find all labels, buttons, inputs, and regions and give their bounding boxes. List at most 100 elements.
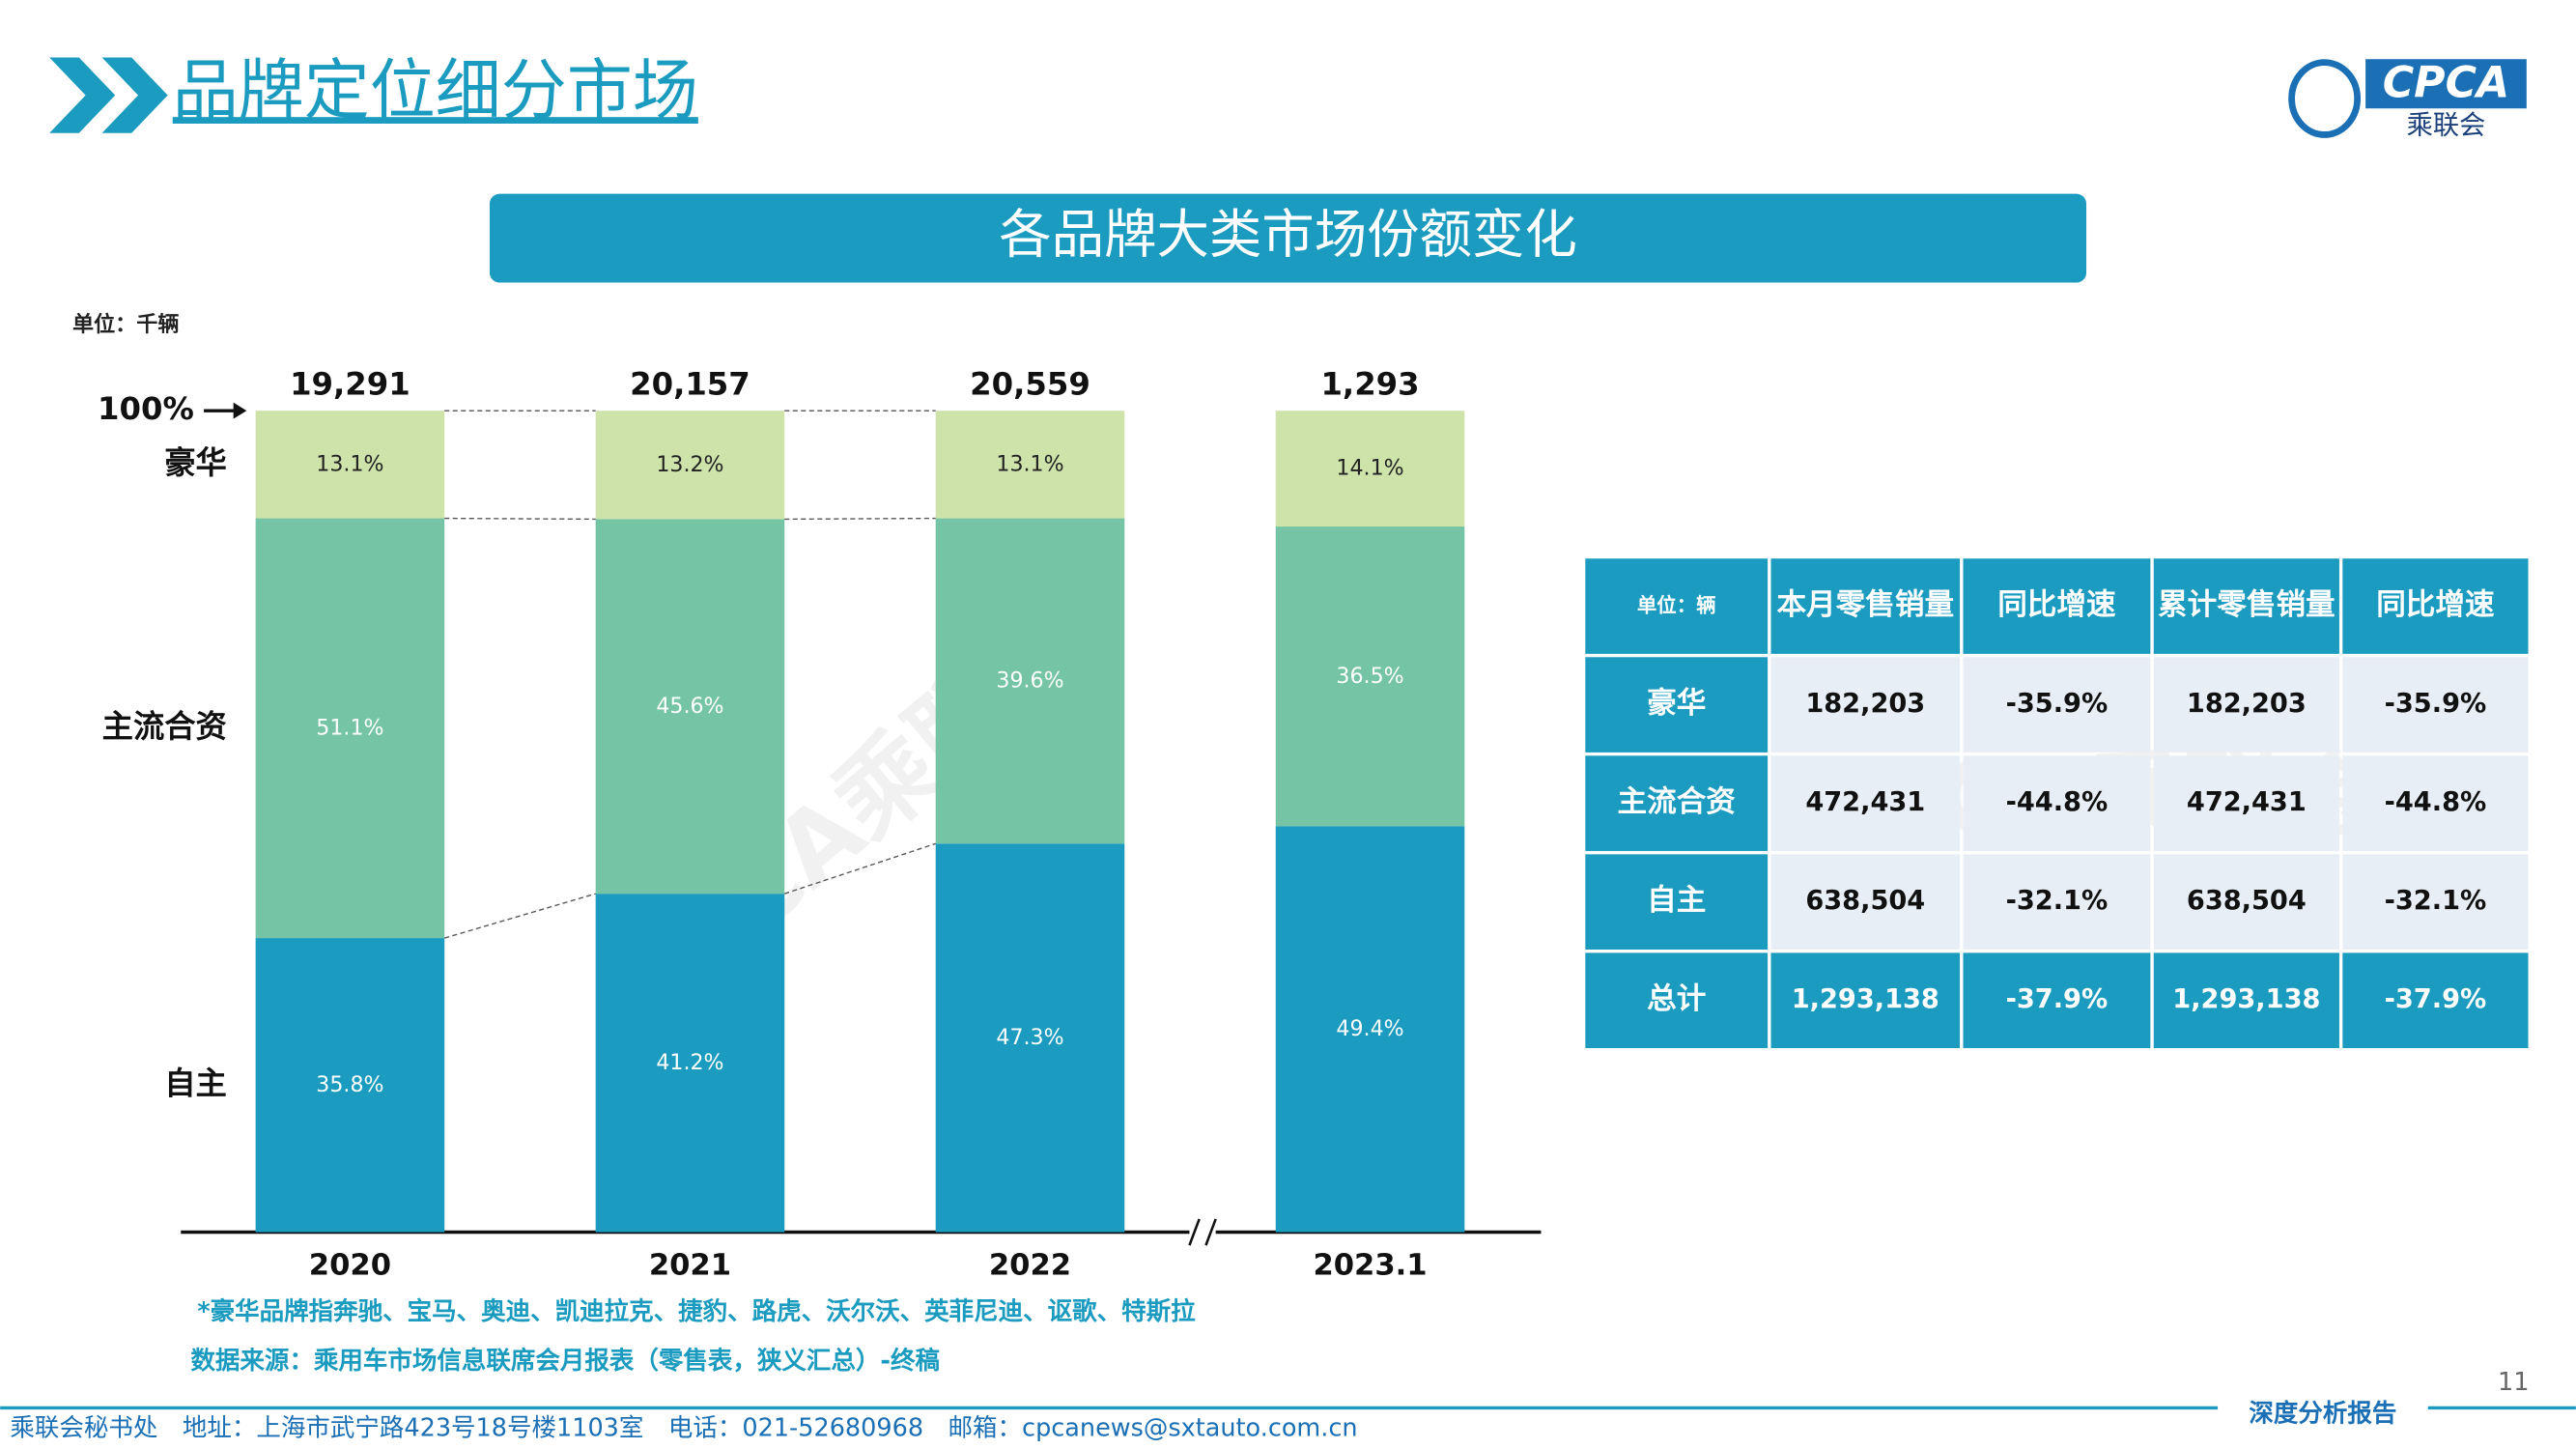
table-cell <box>2153 558 2339 654</box>
value-label: 51.1% <box>316 715 383 740</box>
page-number: 11 <box>2498 1368 2529 1397</box>
total-label: 1,293 <box>1320 366 1419 403</box>
arrow-head <box>233 402 247 419</box>
bar-segment <box>255 518 445 939</box>
x-tick-label: 2023.1 <box>1313 1249 1427 1283</box>
footer-text: 乘联会秘书处 地址：上海市武宁路423号18号楼1103室 电话：021-526… <box>10 1414 1357 1443</box>
table-cell <box>1770 854 1961 950</box>
note: *豪华品牌指奔驰、宝马、奥迪、凯迪拉克、捷豹、路虎、沃尔沃、英菲尼迪、讴歌、特斯… <box>197 1297 1196 1326</box>
table-cell-text: -35.9% <box>2385 689 2487 719</box>
chart-banner <box>489 193 2087 283</box>
value-label: 35.8% <box>316 1072 383 1097</box>
value-label: 13.2% <box>656 452 723 477</box>
table-cell-text: 1,293,138 <box>1792 984 1939 1014</box>
bar-segment <box>935 518 1125 844</box>
table-cell <box>1585 952 1769 1049</box>
bar-segment <box>255 411 445 519</box>
value-label: 13.1% <box>316 451 383 476</box>
value-label: 41.2% <box>656 1050 723 1075</box>
table-cell-text: -35.9% <box>2006 689 2109 719</box>
chart-title: 各品牌大类市场份额变化 <box>999 204 1576 266</box>
unit-label: 单位：千辆 <box>72 312 179 337</box>
value-label: 36.5% <box>1336 664 1403 689</box>
table-cell-text: -32.1% <box>2385 886 2487 916</box>
axis-break <box>1188 1218 1201 1246</box>
table-cell <box>2153 657 2339 753</box>
table-cell <box>1585 854 1769 950</box>
table-cell <box>2342 854 2529 950</box>
bar-segment <box>595 894 785 1233</box>
table-cell <box>1770 657 1961 753</box>
table-cell-text: 1,293,138 <box>2172 984 2320 1014</box>
table-cell <box>2342 558 2529 654</box>
table-cell-text: 638,504 <box>2187 886 2307 916</box>
table-cell <box>1963 657 2151 753</box>
table-cell <box>1585 755 1769 851</box>
chevron <box>101 57 168 133</box>
table-cell-text: 自主 <box>1647 884 1706 918</box>
table-cell-text: 182,203 <box>1805 689 1925 719</box>
axis-break <box>1204 1218 1217 1246</box>
total-label: 19,291 <box>290 366 410 403</box>
connector <box>444 893 596 939</box>
page-title: 品牌定位细分市场 <box>173 53 698 129</box>
table-cell <box>2342 755 2529 851</box>
table-cell-text: -37.9% <box>2385 984 2487 1014</box>
table-header: 单位：辆 <box>1637 594 1716 617</box>
table-cell-text: 472,431 <box>2187 787 2307 817</box>
value-label: 47.3% <box>996 1025 1063 1050</box>
value-label: 45.6% <box>656 694 723 719</box>
total-label: 20,157 <box>630 366 750 403</box>
table-cell <box>2342 657 2529 753</box>
table-cell <box>2153 854 2339 950</box>
bar-segment <box>1275 526 1465 827</box>
table-cell <box>2342 952 2529 1049</box>
connector <box>444 517 596 521</box>
table-cell <box>2153 952 2339 1049</box>
value-label: 14.1% <box>1336 456 1403 481</box>
note: 数据来源：乘用车市场信息联席会月报表（零售表，狭义汇总）-终稿 <box>190 1347 940 1376</box>
table-cell <box>1585 657 1769 753</box>
table-cell-text: -44.8% <box>2006 787 2109 817</box>
value-label: 13.1% <box>996 451 1063 476</box>
table-cell <box>1770 755 1961 851</box>
table-cell-text: 主流合资 <box>1617 784 1736 819</box>
table-cell-text: -37.9% <box>2006 984 2109 1014</box>
table-cell <box>1963 558 2151 654</box>
x-tick-label: 2021 <box>649 1249 731 1283</box>
bar-segment <box>935 411 1125 519</box>
table-cell <box>1963 854 2151 950</box>
x-tick-label: 2022 <box>989 1249 1071 1283</box>
logo-mark <box>2288 59 2362 138</box>
table-header: 本月零售销量 <box>1776 588 1954 622</box>
table-cell-text: -44.8% <box>2385 787 2487 817</box>
table-cell-text: 豪华 <box>1647 686 1706 721</box>
table-cell <box>1963 952 2151 1049</box>
logo-sub: 乘联会 <box>2407 110 2486 140</box>
report-label: 深度分析报告 <box>2249 1399 2396 1428</box>
y-tick-label: 100% <box>98 390 194 427</box>
table-header: 同比增速 <box>2376 588 2495 622</box>
bar-segment <box>255 938 445 1233</box>
table-header: 累计零售销量 <box>2158 588 2335 622</box>
series-label: 主流合资 <box>102 708 227 745</box>
table-cell-text: 总计 <box>1647 982 1706 1016</box>
table-cell <box>1770 952 1961 1049</box>
table-cell-text: 472,431 <box>1805 787 1925 817</box>
bar-segment <box>1275 411 1465 527</box>
series-label: 自主 <box>164 1065 227 1101</box>
table-cell-text: 638,504 <box>1805 886 1925 916</box>
table-cell <box>2153 755 2339 851</box>
logo-text: CPCA <box>2383 58 2510 107</box>
bar-segment <box>935 843 1125 1233</box>
bar-segment <box>595 411 785 520</box>
value-label: 39.6% <box>996 668 1063 693</box>
x-tick-label: 2020 <box>309 1249 391 1283</box>
table-cell <box>1585 558 1769 654</box>
total-label: 20,559 <box>970 366 1090 403</box>
chevron <box>49 57 116 133</box>
bar-segment <box>1275 826 1465 1233</box>
table-cell-text: -32.1% <box>2006 886 2109 916</box>
